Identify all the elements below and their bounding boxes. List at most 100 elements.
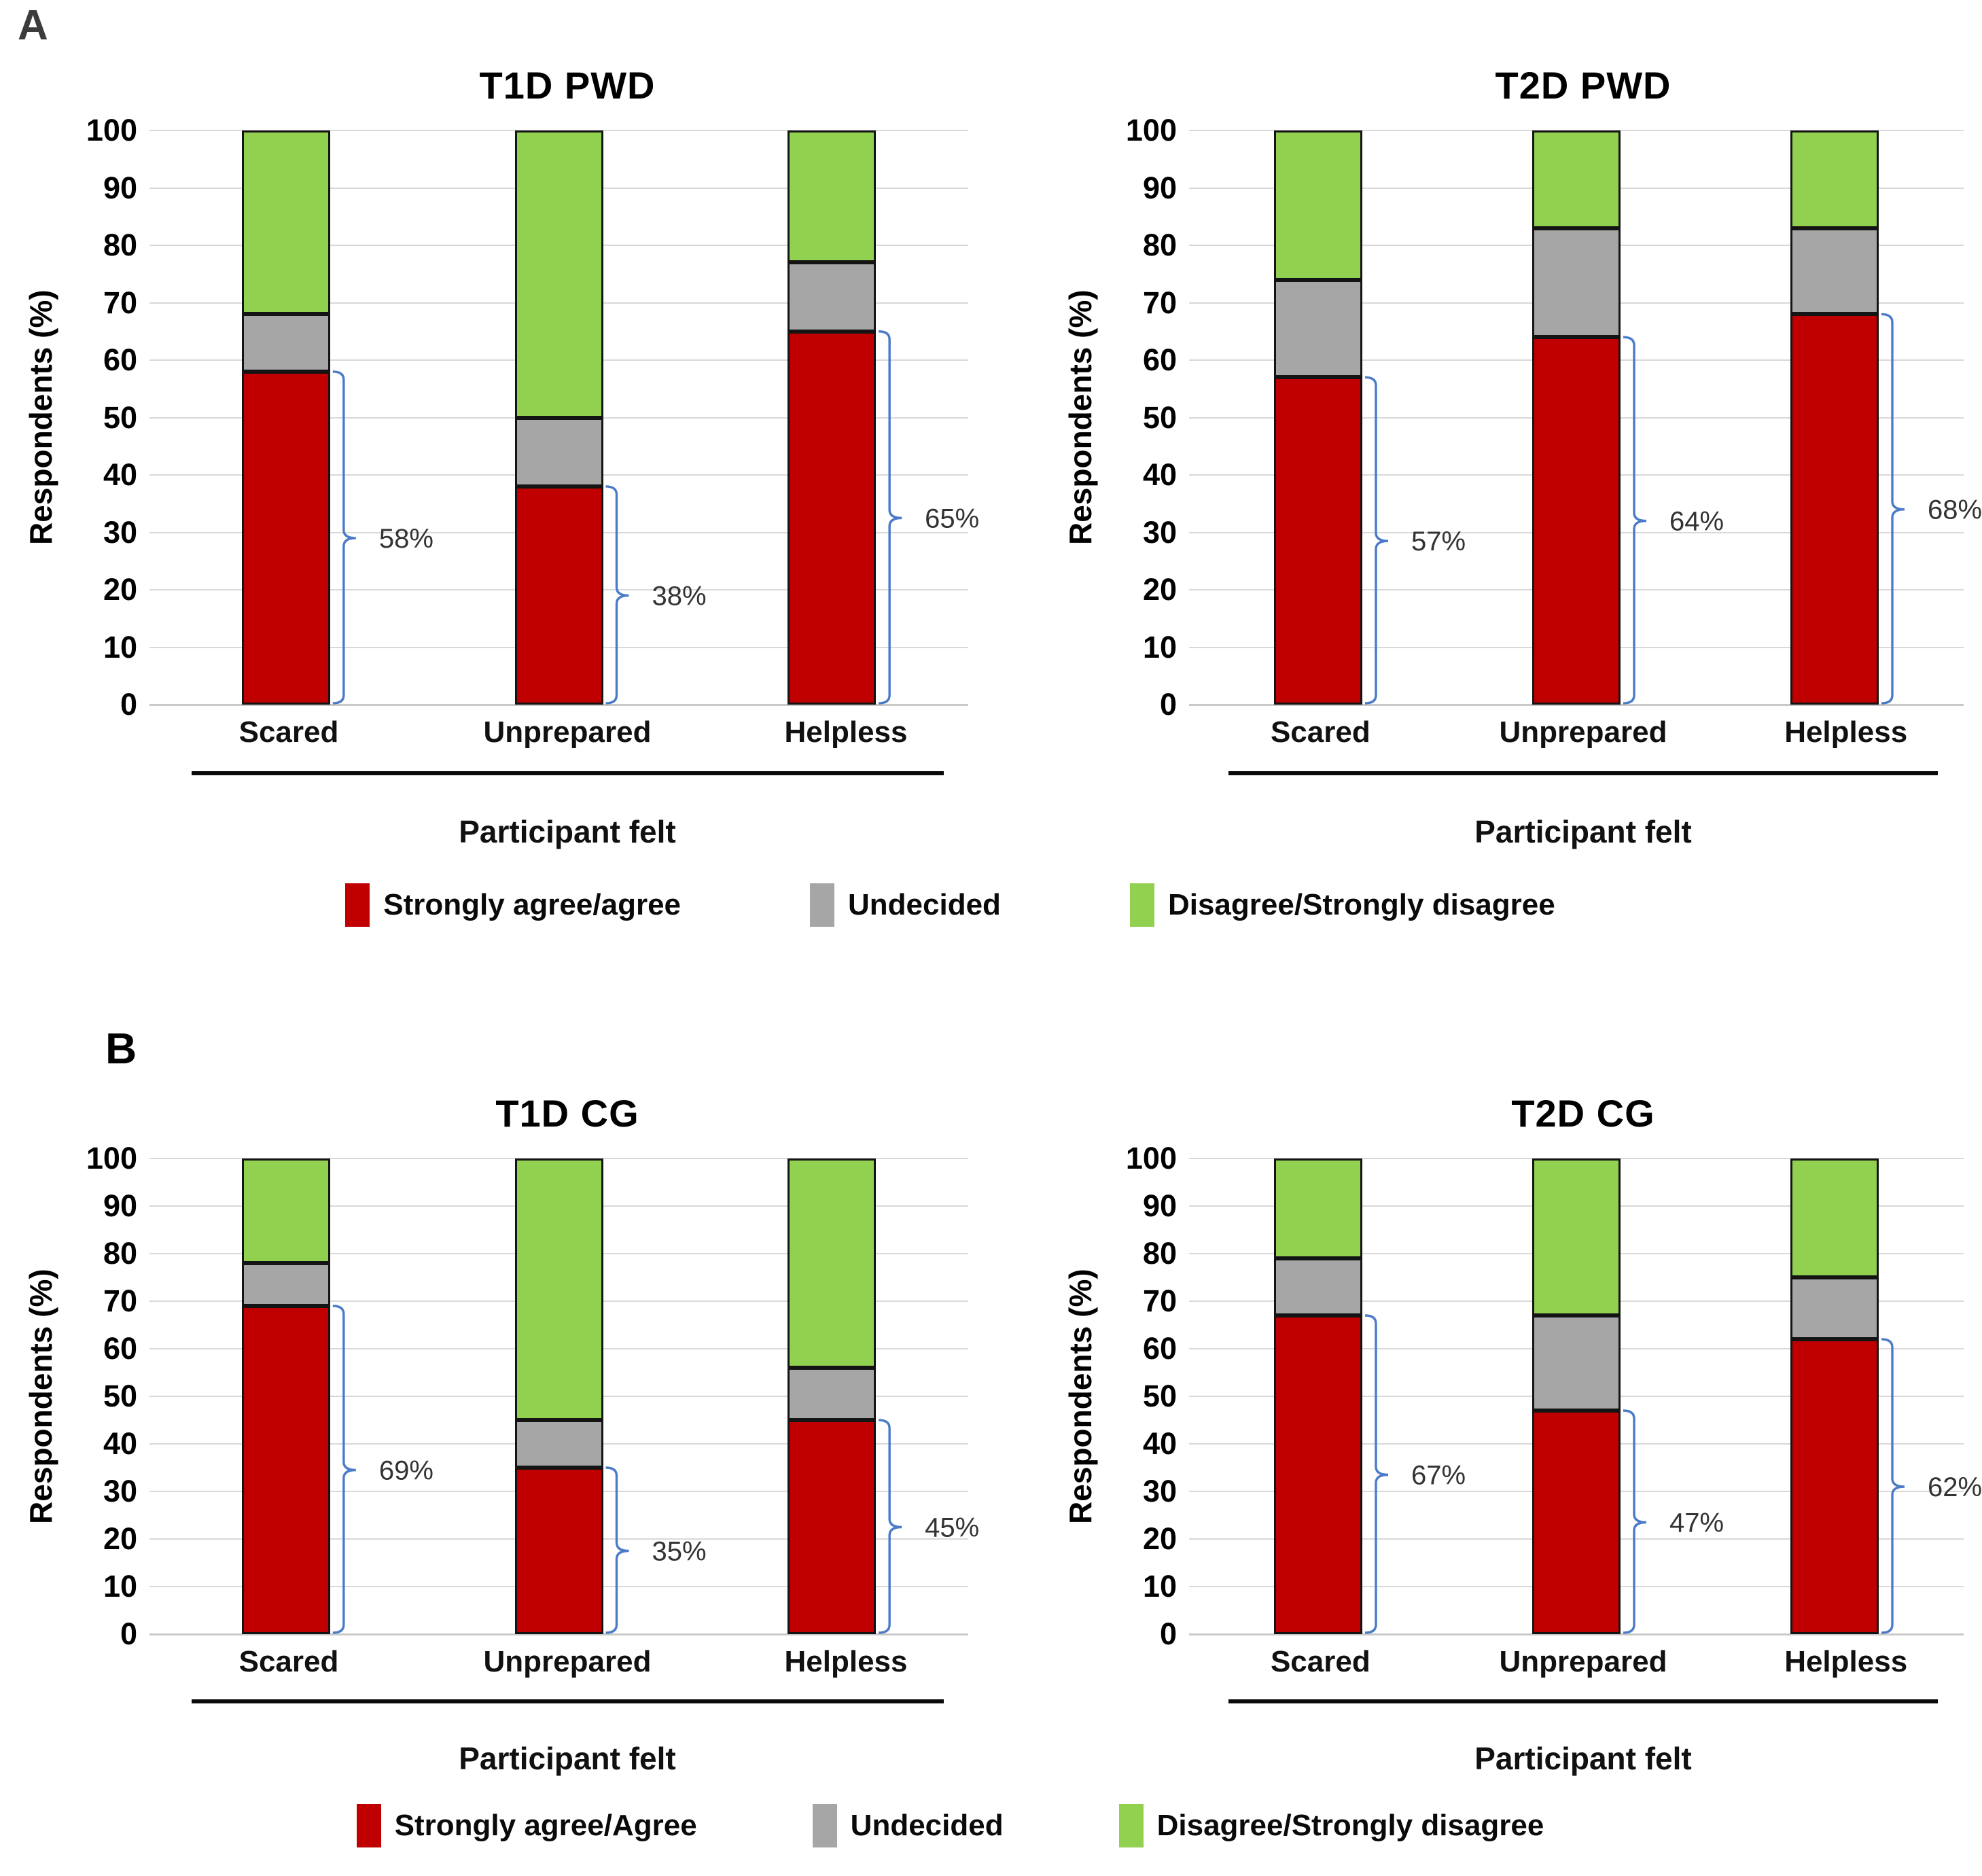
y-tick-label: 0: [120, 687, 137, 722]
x-axis-line: [149, 1633, 968, 1635]
y-tick-label: 30: [1142, 1474, 1177, 1508]
segment-disagree: [1532, 1158, 1621, 1315]
annotation-percent-label: 68%: [1928, 495, 1982, 525]
y-axis-ticks: 0 10 20 30 40 50 60 70 80 90 100: [1108, 1141, 1189, 1651]
segment-agree: [1274, 377, 1362, 705]
segment-agree: [1790, 314, 1879, 705]
y-tick-label: 40: [1142, 457, 1177, 492]
bar-scared: [1274, 130, 1362, 705]
plot-area: 69% 35% 45%: [149, 1158, 979, 1635]
panel-b-letter: B: [105, 1024, 137, 1073]
x-axis-title: Participant felt: [459, 814, 676, 849]
legend-swatch-disagree-icon: [1129, 883, 1154, 927]
y-tick-label: 70: [103, 1284, 137, 1318]
segment-disagree: [788, 1158, 877, 1368]
x-axis-underline: [1228, 771, 1938, 775]
y-tick-label: 20: [103, 572, 137, 607]
y-tick-label: 90: [1142, 1188, 1177, 1223]
segment-disagree: [514, 1158, 603, 1420]
legend-swatch-disagree-icon: [1118, 1804, 1144, 1847]
x-category-label: Scared: [238, 715, 339, 749]
legend-item-disagree: Disagree/Strongly disagree: [1118, 1804, 1544, 1847]
y-tick-label: 20: [103, 1521, 137, 1556]
y-tick-label: 50: [1142, 400, 1177, 435]
y-tick-label: 60: [1142, 342, 1177, 377]
bar-unprepared: [514, 130, 603, 705]
x-category-labels: Scared Unprepared Helpless: [1189, 1645, 1977, 1686]
x-axis-title: Participant felt: [459, 1741, 676, 1776]
bar-unprepared: [1532, 130, 1621, 705]
y-axis-ticks: 0 10 20 30 40 50 60 70 80 90 100: [1108, 113, 1189, 722]
segment-disagree: [1274, 130, 1362, 280]
legend-swatch-agree-icon: [356, 1804, 381, 1847]
y-tick-label: 90: [1142, 170, 1177, 205]
x-axis-underline: [191, 771, 944, 775]
y-tick-label: 100: [1125, 1141, 1177, 1175]
y-tick-label: 100: [86, 113, 137, 147]
legend-label: Strongly agree/agree: [383, 888, 682, 921]
chart-title: T1D CG: [495, 1092, 639, 1135]
x-category-label: Unprepared: [483, 1645, 652, 1678]
bar-helpless: [1790, 1158, 1879, 1634]
x-category-label: Helpless: [1784, 1645, 1908, 1678]
segment-undecided: [1790, 1277, 1879, 1339]
legend-swatch-undecided-icon: [812, 1804, 837, 1847]
x-category-label: Unprepared: [1499, 715, 1667, 749]
x-category-labels: Scared Unprepared Helpless: [149, 715, 985, 758]
segment-undecided: [788, 1368, 877, 1420]
y-tick-label: 100: [1125, 113, 1177, 147]
brace-icon: [1881, 1338, 1905, 1634]
annotation-percent-label: 47%: [1669, 1508, 1724, 1538]
brace-icon: [1623, 336, 1647, 705]
x-axis-underline-wrap: [1189, 1686, 1977, 1713]
brace-icon: [879, 1419, 902, 1634]
gridline: [1189, 130, 1964, 131]
segment-agree: [514, 1468, 603, 1634]
annotation-percent-label: 58%: [379, 524, 433, 554]
chart-t1d-pwd: T1D PWD Respondents (%) 0 10 20 30 40 50 60 70 80 9…: [14, 0, 985, 851]
y-tick-label: 50: [1142, 1379, 1177, 1413]
y-tick-label: 70: [1142, 1284, 1177, 1318]
legend-swatch-agree-icon: [345, 883, 370, 927]
y-tick-label: 70: [1142, 285, 1177, 320]
plot-area: 57% 64% 68%: [1189, 130, 1982, 706]
x-axis-title: Participant felt: [1474, 1741, 1692, 1776]
x-category-labels: Scared Unprepared Helpless: [149, 1645, 985, 1686]
legend-item-undecided: Undecided: [812, 1804, 1004, 1847]
brace-icon: [1364, 376, 1389, 705]
x-category-label: Helpless: [1784, 715, 1908, 749]
y-tick-label: 50: [103, 1379, 137, 1413]
chart-title: T2D PWD: [1495, 64, 1671, 107]
segment-disagree: [788, 130, 877, 263]
bar-scared: [241, 1158, 330, 1634]
brace-icon: [332, 370, 356, 705]
y-tick-label: 30: [103, 1474, 137, 1508]
bar-unprepared: [1532, 1158, 1621, 1634]
x-category-label: Scared: [238, 1645, 339, 1678]
x-category-label: Unprepared: [1499, 1645, 1667, 1678]
annotation-percent-label: 35%: [652, 1537, 707, 1567]
segment-disagree: [241, 130, 330, 315]
y-tick-label: 40: [1142, 1426, 1177, 1461]
y-tick-label: 80: [103, 1236, 137, 1271]
segment-agree: [1532, 1411, 1621, 1634]
x-axis-line: [1189, 1633, 1964, 1635]
y-tick-label: 0: [1159, 687, 1177, 722]
chart-title: T2D CG: [1511, 1092, 1655, 1135]
x-axis-underline-wrap: [149, 758, 985, 786]
x-category-labels: Scared Unprepared Helpless: [1189, 715, 1977, 758]
y-tick-label: 100: [86, 1141, 137, 1175]
segment-agree: [788, 331, 877, 705]
y-tick-label: 40: [103, 457, 137, 492]
segment-undecided: [1532, 1315, 1621, 1411]
x-category-label: Helpless: [784, 1645, 908, 1678]
y-tick-label: 20: [1142, 572, 1177, 607]
segment-undecided: [1790, 228, 1879, 315]
panel-a: A T1D PWD Respondents (%) 0 10 20 30 40 50 60 70 8…: [14, 0, 1982, 927]
chart-t2d-pwd: T2D PWD Respondents (%) 0 10 20 30 40 50 60 70 80 9…: [1053, 0, 1982, 851]
panel-a-letter: A: [18, 2, 48, 49]
segment-undecided: [1532, 228, 1621, 338]
segment-undecided: [241, 1263, 330, 1306]
y-tick-label: 20: [1142, 1521, 1177, 1556]
segment-agree: [788, 1420, 877, 1634]
